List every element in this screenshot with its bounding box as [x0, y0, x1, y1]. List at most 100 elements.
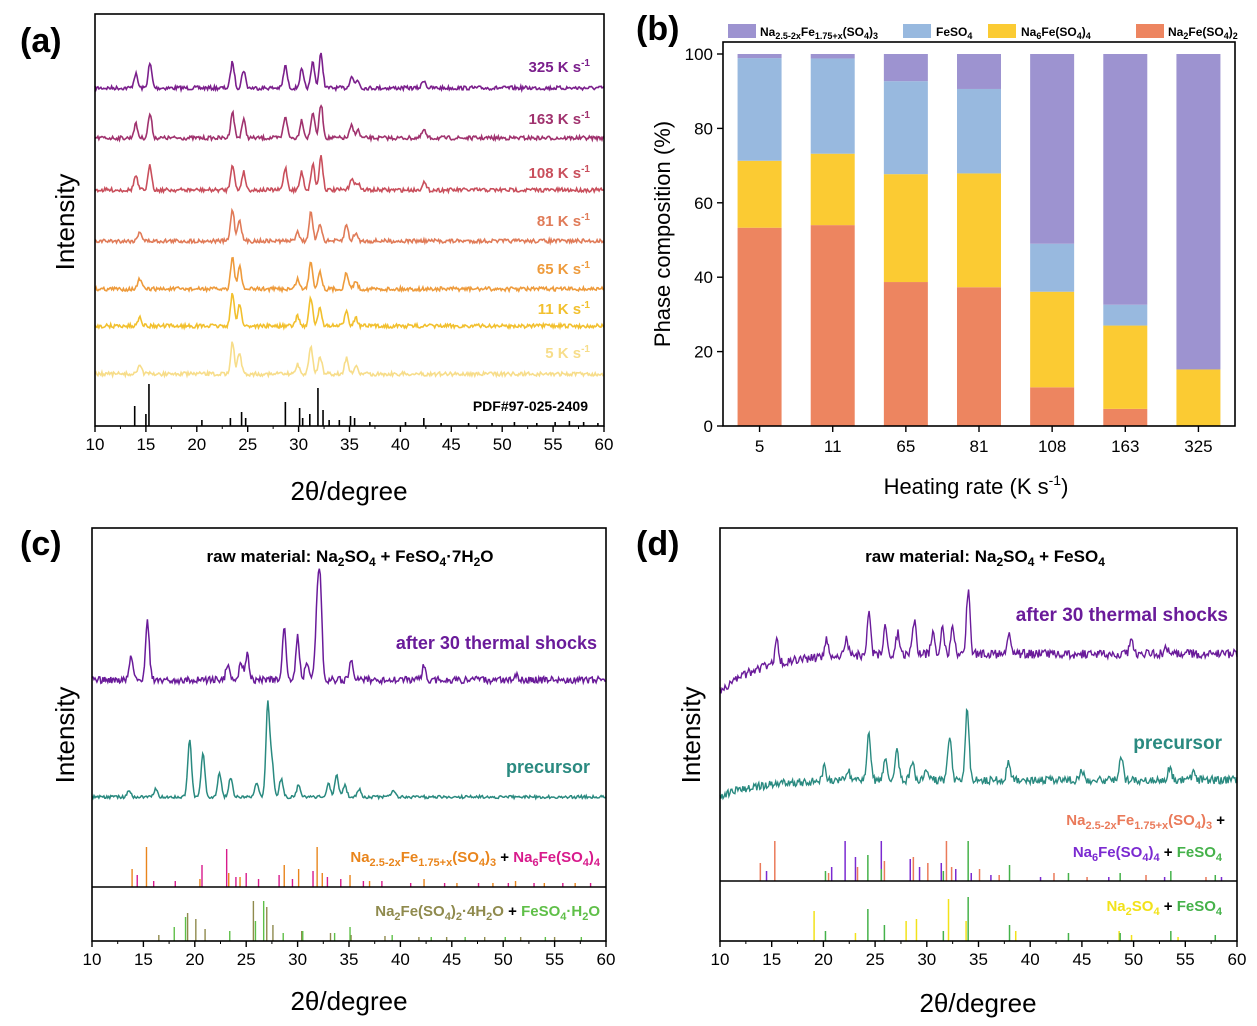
- a-trace: [94, 207, 605, 246]
- a-xtick-label: 40: [391, 435, 410, 454]
- b-bar-segment: [1103, 325, 1148, 409]
- b-bar-segment: [1176, 369, 1221, 426]
- c-xtick-label: 20: [185, 950, 204, 969]
- b-xlabel-sup: -1: [1049, 472, 1062, 488]
- panel-label-d: (d): [636, 525, 679, 563]
- c-xtick-label: 25: [237, 950, 256, 969]
- b-bar-segment: [737, 160, 782, 228]
- c-xtick-label: 45: [442, 950, 461, 969]
- a-xtick-label: 20: [187, 435, 206, 454]
- d-ylabel: Intensity: [676, 687, 706, 784]
- d-xlabel: 2θ/degree: [919, 988, 1036, 1018]
- b-xtick-label: 163: [1111, 437, 1139, 456]
- d-xtick-label: 25: [866, 950, 885, 969]
- d-xtick-label: 20: [814, 950, 833, 969]
- d-xtick-label: 55: [1176, 950, 1195, 969]
- panel-d-xrd: raw material: Na2SO4 + FeSO4 after 30 th…: [676, 527, 1247, 1018]
- a-trace: [94, 52, 605, 93]
- b-bar-segment: [810, 225, 855, 426]
- b-ylabel: Phase composition (%): [650, 121, 675, 347]
- b-xlabel-main: Heating rate (K s: [884, 474, 1049, 499]
- c-xtick-label: 15: [134, 950, 153, 969]
- b-bar-segment: [883, 54, 928, 82]
- c-xtick-label: 50: [494, 950, 513, 969]
- b-xlabel-end: ): [1061, 474, 1068, 499]
- a-series-label: 65 K s-1: [537, 260, 591, 278]
- a-xtick-label: 10: [86, 435, 105, 454]
- d-xtick-label: 10: [711, 950, 730, 969]
- d-xtick-label: 30: [917, 950, 936, 969]
- a-xtick-label: 55: [544, 435, 563, 454]
- b-bar-segment: [1103, 54, 1148, 305]
- b-ytick-label: 80: [694, 119, 713, 138]
- b-ytick-label: 20: [694, 343, 713, 362]
- c-ylabel: Intensity: [50, 687, 80, 784]
- legend-entry: Na2Fe(SO4)2: [1168, 25, 1238, 41]
- a-xtick-label: 15: [136, 435, 155, 454]
- c-ref-label-1: Na2.5-2xFe1.75+x(SO4)3 + Na6Fe(SO4)4: [350, 849, 601, 869]
- a-series-label: 5 K s-1: [545, 344, 590, 362]
- legend-entry: FeSO4: [936, 25, 972, 41]
- b-ytick-label: 40: [694, 268, 713, 287]
- legend-swatch: [988, 24, 1016, 38]
- a-series-label: 163 K s-1: [529, 110, 591, 128]
- a-xtick-label: 35: [340, 435, 359, 454]
- a-series-label: 108 K s-1: [529, 164, 591, 182]
- c-raw-title: raw material: Na2SO4 + FeSO4·7H2O: [206, 547, 493, 569]
- b-bar-segment: [1030, 54, 1075, 244]
- a-ylabel: Intensity: [50, 174, 80, 271]
- d-trace-precursor: [719, 707, 1238, 801]
- b-bar-segment: [883, 81, 928, 175]
- a-trace: [94, 155, 605, 195]
- b-bar-segment: [1103, 304, 1148, 326]
- c-xtick-label: 55: [545, 950, 564, 969]
- a-trace: [94, 104, 605, 143]
- b-bar-segment: [883, 282, 928, 426]
- a-xtick-label: 60: [595, 435, 614, 454]
- a-xtick-label: 50: [493, 435, 512, 454]
- a-ref-label: PDF#97-025-2409: [473, 398, 588, 414]
- b-xtick-label: 5: [755, 437, 764, 456]
- d-xtick-label: 45: [1072, 950, 1091, 969]
- d-xtick-label: 50: [1124, 950, 1143, 969]
- b-bar-segment: [957, 173, 1001, 288]
- b-bar-segment: [737, 54, 782, 59]
- c-frame: [91, 527, 607, 942]
- b-bar-segment: [1030, 243, 1075, 292]
- panel-b-bar: 0 20 40 60 80 100 5 11 65 81 108 163 325 Phase comp…: [650, 24, 1238, 499]
- c-after-label: after 30 thermal shocks: [396, 633, 597, 653]
- b-xtick-label: 65: [896, 437, 915, 456]
- d-ref-label-3: Na2SO4 + FeSO4: [1106, 898, 1222, 918]
- b-bar-segment: [1030, 291, 1075, 388]
- c-precursor-label: precursor: [506, 757, 590, 777]
- d-xtick-label: 35: [969, 950, 988, 969]
- a-trace: [94, 341, 605, 379]
- legend-entry: Na6Fe(SO4)4: [1021, 25, 1091, 41]
- d-xtick-label: 15: [762, 950, 781, 969]
- c-trace-precursor: [91, 700, 607, 801]
- b-bar-segment: [1176, 54, 1221, 370]
- a-trace: [94, 256, 605, 295]
- b-legend: Na2.5-2xFe1.75+x(SO4)3 FeSO4 Na6Fe(SO4)4…: [728, 24, 1238, 41]
- c-xtick-label: 10: [83, 950, 102, 969]
- c-trace-after: [91, 568, 607, 687]
- legend-entry: Na2.5-2xFe1.75+x(SO4)3: [760, 25, 878, 41]
- c-xtick-label: 30: [288, 950, 307, 969]
- d-xtick-label: 60: [1228, 950, 1247, 969]
- c-xtick-label: 40: [391, 950, 410, 969]
- b-xlabel: Heating rate (K s-1): [884, 472, 1069, 499]
- panel-label-a: (a): [20, 22, 62, 60]
- b-bar-segment: [957, 88, 1001, 174]
- b-bar-segment: [957, 287, 1001, 426]
- b-bar-segment: [810, 54, 855, 59]
- b-bar-segment: [810, 58, 855, 154]
- b-bar-segment: [957, 54, 1001, 89]
- d-ref-label-2: Na6Fe(SO4)4 + FeSO4: [1073, 844, 1223, 864]
- c-xlabel: 2θ/degree: [290, 986, 407, 1016]
- d-ref-label-1: Na2.5-2xFe1.75+x(SO4)3 +: [1066, 812, 1225, 832]
- b-ytick-label: 60: [694, 194, 713, 213]
- a-series-label: 81 K s-1: [537, 212, 591, 230]
- c-ref-label-2: Na2Fe(SO4)2·4H2O + FeSO4·H2O: [375, 903, 600, 923]
- b-xtick-label: 11: [824, 437, 842, 456]
- panel-a-xrd: 325 K s-1 163 K s-1 108 K s-1 81 K s-1 65 K …: [50, 13, 614, 506]
